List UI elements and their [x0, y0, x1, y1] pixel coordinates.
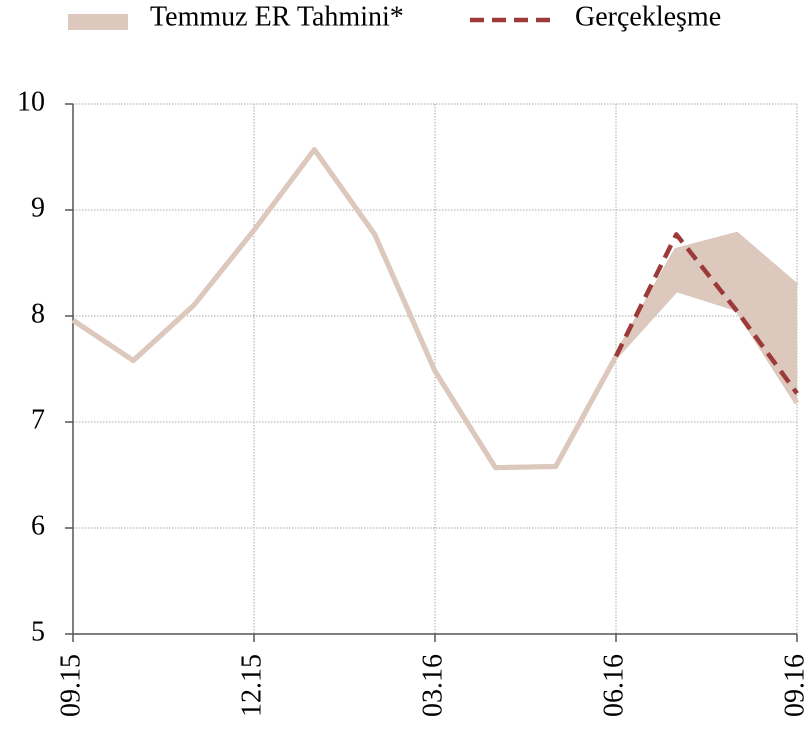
- legend-label: Gerçekleşme: [575, 1, 721, 32]
- band-fill: [73, 149, 797, 468]
- legend-swatch: [68, 14, 128, 30]
- x-tick-label: 09.16: [779, 654, 810, 717]
- x-tick-label: 09.15: [55, 654, 86, 717]
- y-tick-label: 6: [31, 510, 45, 541]
- y-tick-label: 5: [31, 616, 45, 647]
- y-tick-label: 10: [17, 86, 45, 117]
- x-tick-label: 03.16: [417, 654, 448, 717]
- y-tick-label: 7: [31, 404, 45, 435]
- band-edge: [71, 147, 799, 471]
- y-tick-label: 8: [31, 298, 45, 329]
- x-tick-label: 12.15: [236, 654, 267, 717]
- y-tick-label: 9: [31, 192, 45, 223]
- legend-label: Temmuz ER Tahmini*: [150, 1, 404, 32]
- line: [613, 232, 799, 395]
- x-tick-label: 06.16: [598, 654, 629, 717]
